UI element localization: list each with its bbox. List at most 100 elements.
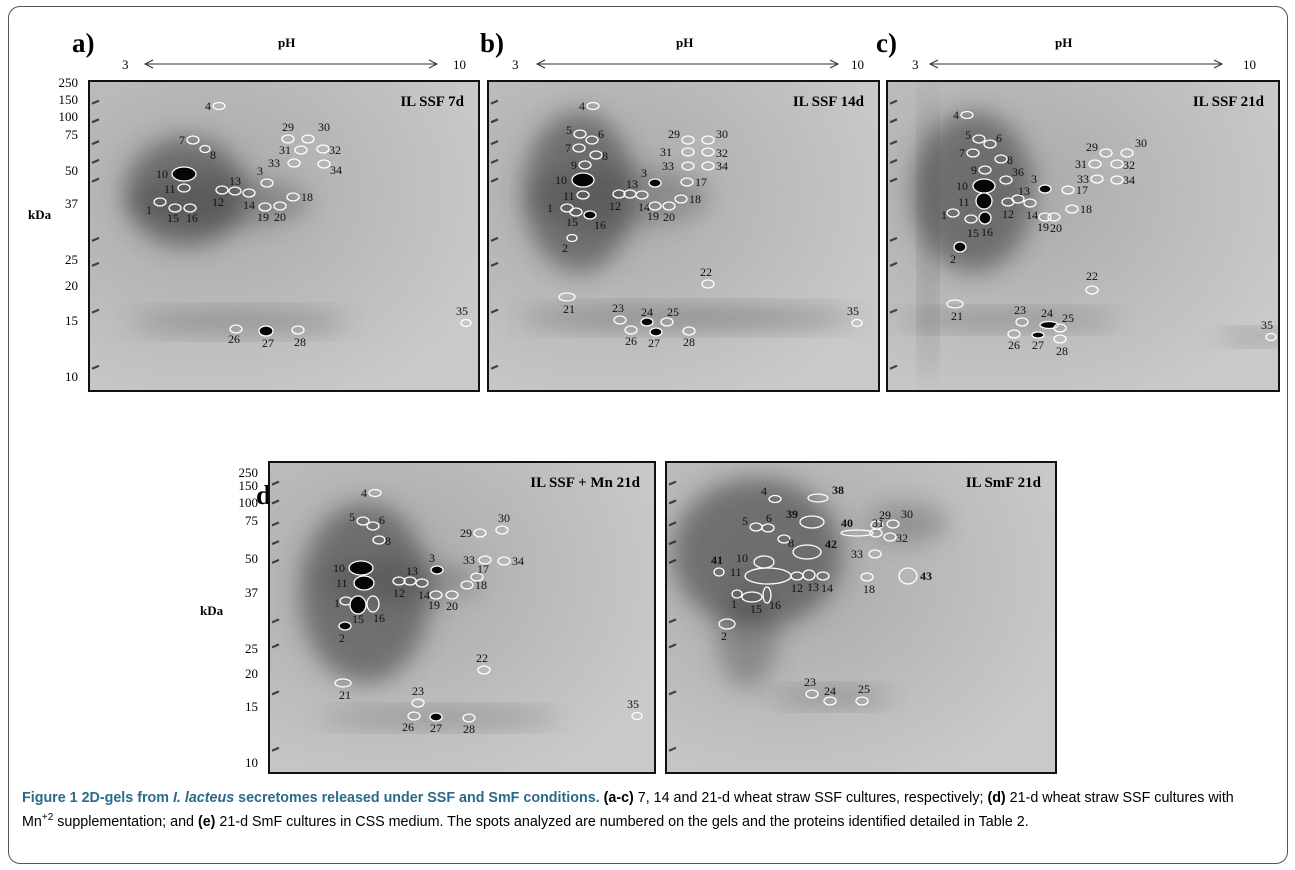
marker-band (490, 140, 499, 146)
spot-circle-23 (1015, 317, 1029, 327)
spot-29: 29 (668, 127, 695, 145)
protein-smear (130, 312, 350, 332)
spot-circle-8 (777, 534, 791, 544)
spot-circle-7 (572, 143, 586, 153)
spot-circle-26 (1007, 329, 1021, 339)
spot-circle-18 (674, 194, 688, 204)
spot-24: 24 (640, 305, 654, 327)
spot-circle-29 (473, 528, 487, 538)
spot-circle-32 (316, 144, 330, 154)
spot-21: 21 (558, 292, 576, 316)
spot-21: 21 (946, 299, 964, 323)
marker-band (668, 499, 677, 505)
spot-circle-20 (273, 201, 287, 211)
spot-label-33: 33 (1077, 172, 1089, 186)
spot-14: 14 (1023, 198, 1038, 222)
spot-circle-11 (177, 183, 191, 193)
spot-33: 33 (463, 553, 492, 567)
spot-label-9: 9 (971, 163, 977, 177)
spot-circle-17 (470, 572, 484, 582)
spot-circle-26 (229, 324, 243, 334)
spot-27: 27 (648, 327, 663, 350)
spot-15: 15 (566, 207, 583, 229)
spot-16: 16 (762, 586, 781, 612)
marker-band (889, 99, 898, 105)
spot-circle-27 (429, 712, 443, 722)
spot-label-15: 15 (967, 226, 979, 240)
spot-label-28: 28 (294, 335, 306, 349)
spot-circle-21 (946, 299, 964, 309)
spot-label-11: 11 (730, 565, 742, 579)
spot-circle-36 (999, 175, 1013, 185)
marker-band (668, 690, 677, 696)
figure-caption: Figure 1 2D-gels from I. lacteus secreto… (22, 790, 1234, 830)
spot-label-22: 22 (1086, 269, 1098, 283)
spot-label-32: 32 (716, 146, 728, 160)
spot-circle-27 (258, 325, 274, 337)
spot-circle-16 (366, 595, 380, 613)
spot-circle-25 (855, 696, 869, 706)
spot-43: 43 (898, 567, 932, 585)
spot-circle-11 (353, 575, 375, 591)
spot-label-12: 12 (212, 195, 224, 209)
spot-3: 3 (1031, 172, 1052, 194)
spot-label-41: 41 (711, 553, 723, 567)
spot-label-1: 1 (334, 596, 340, 610)
spot-label-8: 8 (210, 148, 216, 162)
spot-2: 2 (718, 618, 736, 643)
spot-31: 31 (869, 516, 884, 538)
spot-circle-15 (964, 214, 978, 224)
spot-label-38: 38 (832, 483, 844, 497)
spot-circle-15 (569, 207, 583, 217)
spot-circle-5 (972, 134, 986, 144)
spot-33: 33 (662, 159, 695, 173)
spot-label-26: 26 (1008, 338, 1020, 352)
spot-label-31: 31 (872, 516, 884, 530)
spot-circle-34 (317, 159, 331, 169)
spot-label-17: 17 (695, 175, 707, 189)
spot-label-34: 34 (716, 159, 728, 173)
spot-label-1: 1 (146, 203, 152, 217)
spot-33: 33 (268, 156, 301, 170)
spot-label-22: 22 (476, 651, 488, 665)
spot-label-6: 6 (379, 513, 385, 527)
spot-label-32: 32 (329, 143, 341, 157)
spot-label-31: 31 (279, 143, 291, 157)
spot-label-15: 15 (352, 612, 364, 626)
spot-label-11: 11 (336, 576, 348, 590)
spot-25: 25 (855, 682, 870, 706)
spot-25: 25 (660, 305, 679, 327)
spot-circle-35 (851, 318, 863, 328)
spot-label-35: 35 (1261, 318, 1273, 332)
spot-circle-22 (1085, 285, 1099, 295)
spot-27: 27 (429, 712, 443, 735)
spot-circle-34 (497, 556, 511, 566)
spot-circle-29 (1099, 148, 1113, 158)
spot-label-2: 2 (562, 241, 568, 255)
spot-circle-20 (1047, 212, 1061, 222)
spot-label-30: 30 (901, 507, 913, 521)
spot-label-40: 40 (841, 516, 853, 530)
marker-band (490, 261, 499, 267)
spot-35: 35 (847, 304, 863, 328)
spot-label-34: 34 (1123, 173, 1135, 187)
spot-5: 5 (965, 128, 986, 144)
spot-16: 16 (366, 595, 385, 625)
spot-label-21: 21 (951, 309, 963, 323)
spot-circle-31 (681, 147, 695, 157)
spot-26: 26 (1007, 329, 1021, 352)
spot-circle-2 (718, 618, 736, 630)
marker-band (490, 99, 499, 105)
spot-circle-15 (349, 595, 367, 615)
spot-23: 23 (411, 684, 425, 708)
spot-label-29: 29 (460, 526, 472, 540)
spot-26: 26 (228, 324, 243, 346)
spot-31: 31 (660, 145, 695, 159)
spot-circle-29 (281, 134, 295, 144)
mw-marker-50: 50 (245, 551, 258, 566)
marker-band (91, 118, 100, 124)
spot-17: 17 (680, 175, 707, 189)
spot-circle-27 (1031, 331, 1045, 339)
spot-label-12: 12 (791, 581, 803, 595)
